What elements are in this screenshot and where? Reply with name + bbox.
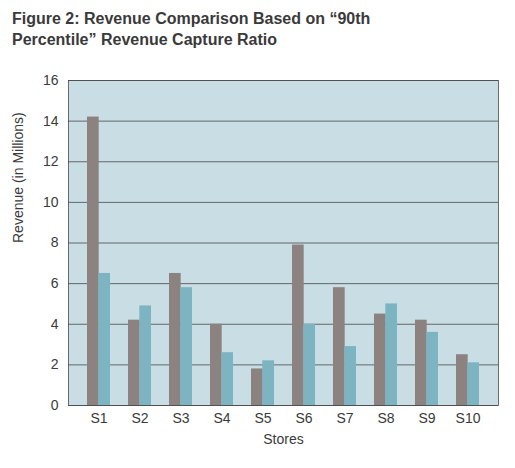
svg-text:S1: S1 <box>90 410 107 426</box>
svg-text:0: 0 <box>51 397 59 413</box>
svg-text:14: 14 <box>43 113 59 129</box>
html-text:Figure 2: Revenue Comparison B: Figure 2: Revenue Comparison Based on “9… <box>12 10 371 48</box>
svg-text:Stores: Stores <box>263 431 303 447</box>
svg-text:S8: S8 <box>377 410 394 426</box>
svg-text:S9: S9 <box>418 410 435 426</box>
svg-text:S6: S6 <box>295 410 312 426</box>
svg-text:Revenue (in Millions): Revenue (in Millions) <box>10 112 26 243</box>
svg-text:16: 16 <box>43 72 59 88</box>
svg-text:2: 2 <box>51 356 59 372</box>
svg-text:S2: S2 <box>131 410 148 426</box>
svg-text:10: 10 <box>43 194 59 210</box>
svg-text:S5: S5 <box>254 410 271 426</box>
svg-text:6: 6 <box>51 275 59 291</box>
svg-text:S7: S7 <box>336 410 353 426</box>
svg-text:4: 4 <box>51 316 59 332</box>
svg-text:12: 12 <box>43 153 59 169</box>
svg-text:8: 8 <box>51 234 59 250</box>
svg-text:S4: S4 <box>213 410 230 426</box>
svg-text:S10: S10 <box>456 410 481 426</box>
svg-text:S3: S3 <box>172 410 189 426</box>
